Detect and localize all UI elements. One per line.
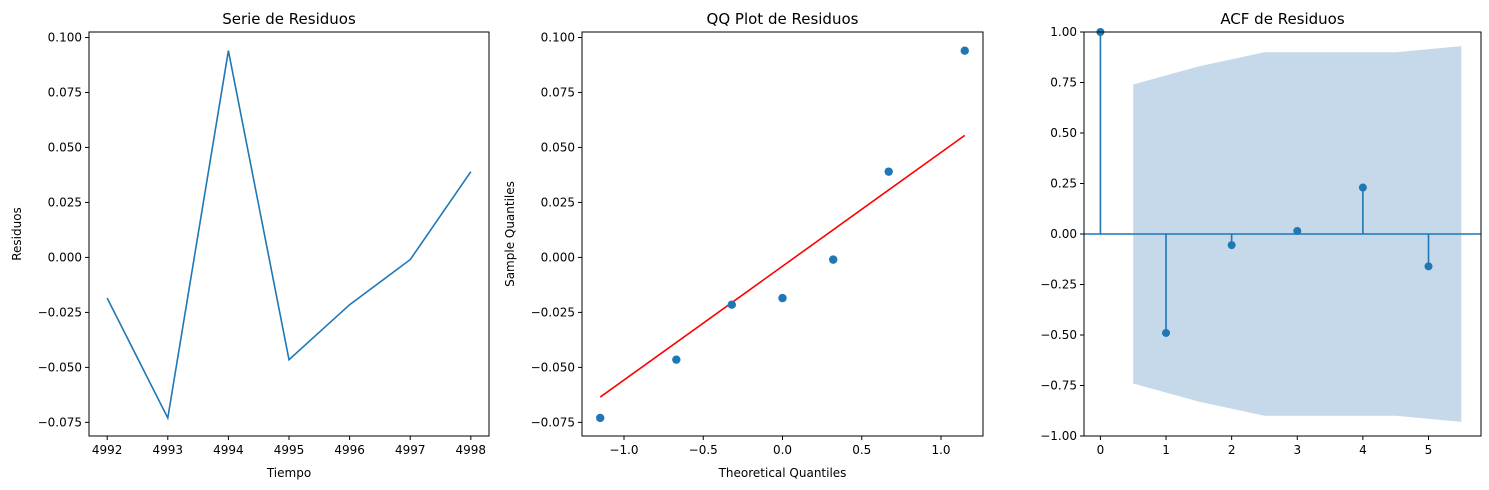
y-tick-label: −0.075 (38, 415, 82, 429)
axes-frame (88, 31, 490, 437)
qq-point (727, 300, 736, 309)
x-tick-label: 4992 (92, 443, 123, 457)
y-axis-label: Residuos (10, 207, 24, 261)
qq-point (884, 167, 893, 176)
qq-point (672, 355, 681, 364)
x-tick-label: 4993 (153, 443, 184, 457)
y-tick-label: −0.050 (531, 360, 575, 374)
qq-point (778, 293, 787, 303)
y-tick-label: −0.050 (38, 360, 82, 374)
y-tick-label: 0.00 (1050, 227, 1077, 241)
x-tick-label: 0 (1097, 443, 1105, 457)
x-tick-label: −0.5 (689, 443, 718, 457)
acf-marker (1227, 241, 1236, 250)
qq-reference-line (599, 134, 966, 398)
x-tick-label: 4996 (334, 443, 365, 457)
x-tick-label: 2 (1228, 443, 1236, 457)
x-axis-label: Theoretical Quantiles (718, 466, 847, 480)
x-tick-label: 4998 (456, 443, 487, 457)
y-tick-label: 0.050 (541, 140, 575, 154)
chart-title: Serie de Residuos (222, 10, 356, 28)
y-tick-label: −0.50 (1040, 328, 1077, 342)
x-tick-label: 4997 (395, 443, 426, 457)
qq-point (596, 413, 605, 423)
acf-marker (1293, 226, 1302, 235)
acf-marker (1424, 262, 1433, 271)
y-tick-label: −0.75 (1040, 379, 1077, 393)
y-tick-label: −0.25 (1040, 278, 1077, 292)
y-tick-label: 0.100 (48, 30, 82, 44)
y-tick-label: 0.50 (1050, 126, 1077, 140)
y-tick-label: −0.075 (531, 415, 575, 429)
acf-plot: 0 1 2 3 4 5 −1.00 −0.75 −0.50 −0.25 0.00 0.25 0.50 0.… (1040, 10, 1482, 457)
x-tick-label: 4994 (213, 443, 244, 457)
y-tick-label: 0.075 (541, 85, 575, 99)
y-tick-label: 0.100 (541, 30, 575, 44)
x-tick-label: 0.0 (773, 443, 792, 457)
x-tick-label: 3 (1293, 443, 1301, 457)
y-axis-label: Sample Quantiles (503, 181, 517, 287)
residual-series-line (106, 50, 472, 421)
axes-frame (581, 31, 984, 437)
y-tick-label: 0.25 (1050, 177, 1077, 191)
residual-series-plot: 4992 4993 4994 4995 4996 4997 4998 −0.075 −0.050… (10, 10, 490, 480)
y-tick-label: 0.75 (1050, 76, 1077, 90)
x-tick-label: 4 (1359, 443, 1367, 457)
y-tick-label: −0.025 (38, 305, 82, 319)
y-tick-label: 0.050 (48, 140, 82, 154)
x-axis-label: Tiempo (266, 466, 311, 480)
y-tick-label: −0.025 (531, 305, 575, 319)
x-tick-label: 5 (1425, 443, 1433, 457)
acf-marker (1358, 183, 1367, 192)
y-tick-label: −1.00 (1040, 429, 1077, 443)
chart-title: QQ Plot de Residuos (707, 10, 859, 28)
y-tick-label: 0.000 (48, 250, 82, 264)
y-tick-label: 0.025 (48, 195, 82, 209)
y-tick-label: 1.00 (1050, 25, 1077, 39)
x-tick-label: 1.0 (931, 443, 950, 457)
qq-point (960, 46, 969, 55)
x-tick-label: 4995 (274, 443, 305, 457)
qq-plot: −1.0 −0.5 0.0 0.5 1.0 −0.075 −0.050 −0.025 0.000… (503, 10, 984, 480)
qq-point (829, 255, 838, 264)
chart-title: ACF de Residuos (1220, 10, 1345, 28)
y-tick-label: 0.075 (48, 85, 82, 99)
x-tick-label: −1.0 (609, 443, 638, 457)
y-tick-label: 0.000 (541, 250, 575, 264)
acf-marker (1162, 328, 1171, 337)
x-tick-label: 1 (1162, 443, 1170, 457)
y-tick-label: 0.025 (541, 195, 575, 209)
x-tick-label: 0.5 (852, 443, 871, 457)
